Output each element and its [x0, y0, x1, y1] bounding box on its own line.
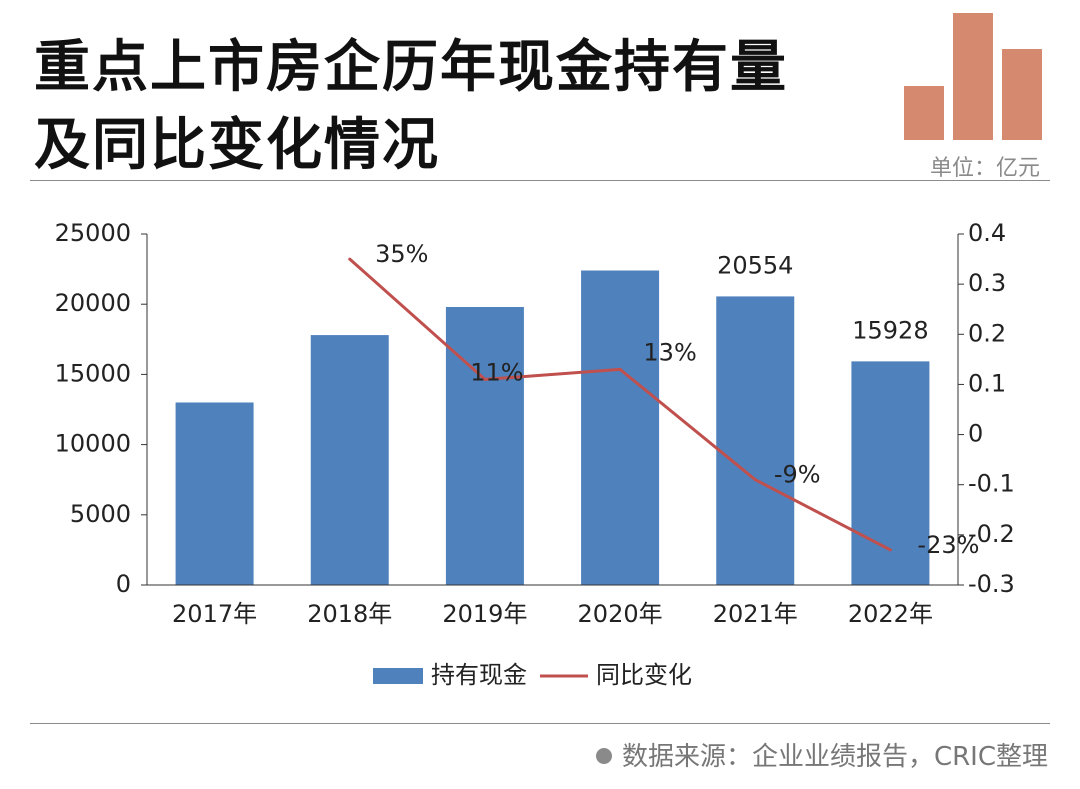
bar-2: [445, 307, 524, 585]
bar-3: [581, 270, 660, 585]
logo-bar-tall: [953, 13, 993, 140]
bar-data-label-5: 15928: [852, 316, 928, 344]
left-tick-label-5: 25000: [55, 219, 131, 247]
right-tick-label-4: 0.1: [968, 369, 1006, 397]
logo-bar-medium: [1002, 49, 1042, 140]
right-tick-label-3: 0: [968, 420, 983, 448]
right-tick-label-2: -0.1: [968, 470, 1015, 498]
left-tick-label-1: 5000: [70, 500, 131, 528]
growth-point-5: [888, 548, 892, 552]
right-tick-label-5: 0.2: [968, 319, 1006, 347]
right-tick-label-1: -0.2: [968, 520, 1015, 548]
growth-point-4: [753, 478, 757, 482]
page-title-line-1: 重点上市房企历年现金持有量: [34, 35, 788, 100]
source-text: 数据来源：企业业绩报告，CRIC整理: [621, 742, 1048, 772]
left-tick-label-2: 10000: [55, 430, 131, 458]
x-tick-label-5: 2022年: [848, 600, 933, 628]
left-tick-label-4: 20000: [55, 289, 131, 317]
right-tick-label-7: 0.4: [968, 219, 1006, 247]
left-tick-label-3: 15000: [55, 359, 131, 387]
line-data-label-3: 13%: [643, 338, 696, 366]
x-tick-label-1: 2018年: [307, 600, 392, 628]
line-data-label-1: 35%: [375, 240, 428, 268]
bar-0: [175, 402, 254, 585]
bullet-dot-icon: [595, 748, 612, 764]
unit-label: 单位：亿元: [929, 156, 1040, 181]
bar-5: [851, 361, 930, 585]
x-tick-label-2: 2019年: [442, 600, 527, 628]
line-data-label-4: -9%: [774, 461, 821, 489]
growth-point-3: [618, 367, 622, 371]
x-tick-label-0: 2017年: [172, 600, 257, 628]
growth-point-2: [483, 377, 487, 381]
source-note: 数据来源：企业业绩报告，CRIC整理: [595, 736, 1048, 773]
bar-data-label-4: 20554: [717, 251, 793, 279]
legend-label-bar: 持有现金: [431, 661, 527, 689]
left-tick-label-0: 0: [116, 570, 131, 598]
line-data-label-5: -23%: [917, 531, 979, 559]
x-tick-label-3: 2020年: [578, 600, 663, 628]
top-divider: [30, 180, 1050, 181]
bottom-divider: [30, 723, 1050, 724]
legend-label-line: 同比变化: [596, 661, 692, 689]
x-tick-label-4: 2021年: [713, 600, 798, 628]
right-tick-label-0: -0.3: [968, 570, 1015, 598]
growth-point-1: [348, 257, 352, 261]
page-title-line-2: 及同比变化情况: [34, 113, 440, 178]
bar-1: [310, 335, 389, 585]
logo-bar-short: [904, 86, 944, 140]
right-tick-label-6: 0.3: [968, 269, 1006, 297]
line-data-label-2: 11%: [470, 358, 523, 386]
legend-swatch-bar: [373, 668, 423, 684]
bar-4: [716, 296, 795, 585]
